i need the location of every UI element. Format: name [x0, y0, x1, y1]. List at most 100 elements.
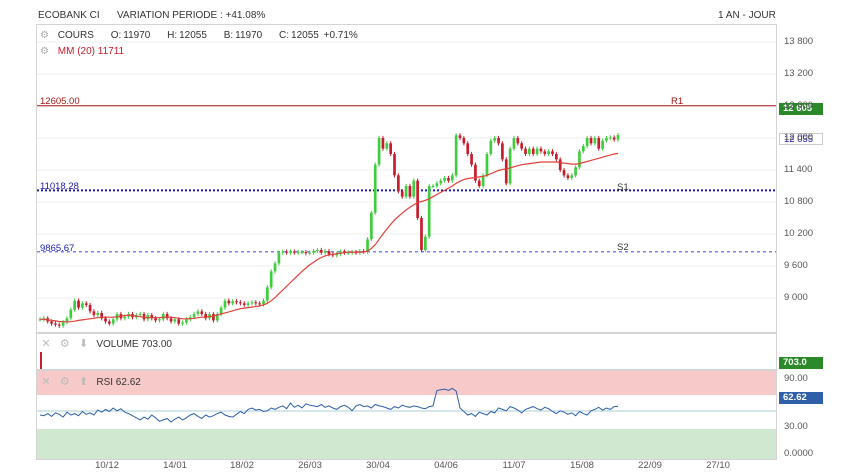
candle [296, 252, 300, 254]
close-icon[interactable]: ✕ [41, 376, 51, 388]
candle [458, 135, 462, 138]
candle [285, 251, 288, 253]
candle [239, 302, 242, 304]
candle [150, 315, 154, 319]
candle [223, 300, 227, 308]
price-tick-label: 13 800 [784, 36, 814, 47]
price-tick-label: 13 200 [784, 68, 814, 79]
candle [404, 186, 408, 197]
candle [200, 311, 204, 314]
price-tick-label: 11 400 [784, 164, 813, 175]
rsi-line [39, 387, 619, 423]
candle [474, 164, 477, 181]
candle [551, 151, 554, 154]
candle [104, 318, 107, 322]
close-icon[interactable]: ✕ [41, 338, 51, 350]
s1-name-label: S1 [617, 182, 629, 193]
candle [304, 252, 308, 254]
candle [65, 318, 69, 322]
candle [393, 154, 396, 176]
chart-header: ECOBANK CI VARIATION PERIODE : +41.08% 1… [0, 0, 846, 24]
candle [558, 159, 562, 170]
candle [616, 135, 620, 140]
candle [412, 180, 416, 197]
candle [373, 164, 377, 213]
candle [204, 314, 208, 319]
candle [196, 311, 200, 314]
close-value: 12055 [291, 30, 319, 41]
candle [377, 138, 381, 165]
candle [235, 301, 238, 303]
candle [520, 143, 524, 149]
price-tick-label: 9 000 [784, 292, 808, 303]
candle [316, 250, 319, 252]
candle [258, 303, 261, 305]
rsi-tick: 30.00 [784, 421, 808, 432]
rsi-overbought-zone [37, 371, 776, 395]
ma-legend: ⚙ MM (20) 11711 [40, 46, 124, 57]
volume-bar [40, 352, 42, 369]
rsi-tick: 0.0000 [784, 448, 814, 459]
candle [84, 303, 88, 305]
candle [165, 314, 169, 319]
period-selector[interactable]: 1 AN - JOUR [718, 10, 776, 21]
candle [416, 180, 419, 218]
candle [269, 271, 273, 288]
candle [431, 186, 435, 187]
candle [289, 251, 292, 253]
candle [462, 138, 466, 144]
price-tick-label: 10 800 [784, 196, 814, 207]
candle [138, 314, 142, 316]
candle [497, 138, 500, 144]
gear-icon[interactable]: ⚙ [40, 30, 49, 41]
candle [397, 175, 400, 192]
gear-icon[interactable]: ⚙ [59, 338, 70, 350]
candle [439, 180, 443, 184]
candle [158, 319, 161, 321]
candle [504, 159, 508, 184]
candle [242, 303, 246, 305]
candle [300, 252, 304, 254]
gear-icon[interactable]: ⚙ [40, 46, 49, 57]
time-tick-label: 30/04 [366, 460, 390, 471]
s2-name-label: S2 [617, 242, 629, 253]
time-tick-label: 14/01 [163, 460, 187, 471]
price-tick-label: 10 200 [784, 228, 814, 239]
price-panel [36, 24, 777, 333]
arrow-down-icon[interactable]: ⬇ [78, 338, 89, 350]
candle [408, 186, 412, 197]
candle [123, 316, 127, 319]
candle [539, 148, 543, 152]
rsi-panel [36, 370, 777, 460]
candle [312, 251, 315, 253]
rsi-label: RSI 62.62 [96, 377, 141, 388]
candle [489, 140, 493, 154]
rsi-tick: 90.00 [784, 373, 808, 384]
candle [593, 138, 597, 144]
candle [531, 148, 535, 154]
candle [385, 143, 389, 149]
candle [470, 154, 473, 165]
close-key: C: [279, 30, 290, 41]
candle [323, 251, 327, 253]
rsi-legend: ✕ ⚙ ⬆ RSI 62.62 [40, 375, 141, 388]
candle [443, 178, 446, 181]
candle [177, 319, 181, 324]
candle [346, 252, 350, 254]
arrow-up-icon[interactable]: ⬆ [78, 376, 89, 388]
candle [215, 314, 219, 321]
candle [169, 318, 173, 322]
candle [547, 151, 550, 154]
candle [543, 151, 547, 154]
last-price-tag: 12 055 [779, 133, 823, 145]
candle [612, 137, 616, 140]
candle [212, 314, 215, 321]
price-tick-label: 12 000 [784, 132, 814, 143]
time-tick-label: 04/06 [434, 460, 458, 471]
candle [366, 239, 369, 252]
gear-icon[interactable]: ⚙ [59, 376, 70, 388]
candle [254, 302, 258, 304]
candle [454, 135, 458, 176]
time-tick-label: 11/07 [502, 460, 526, 471]
